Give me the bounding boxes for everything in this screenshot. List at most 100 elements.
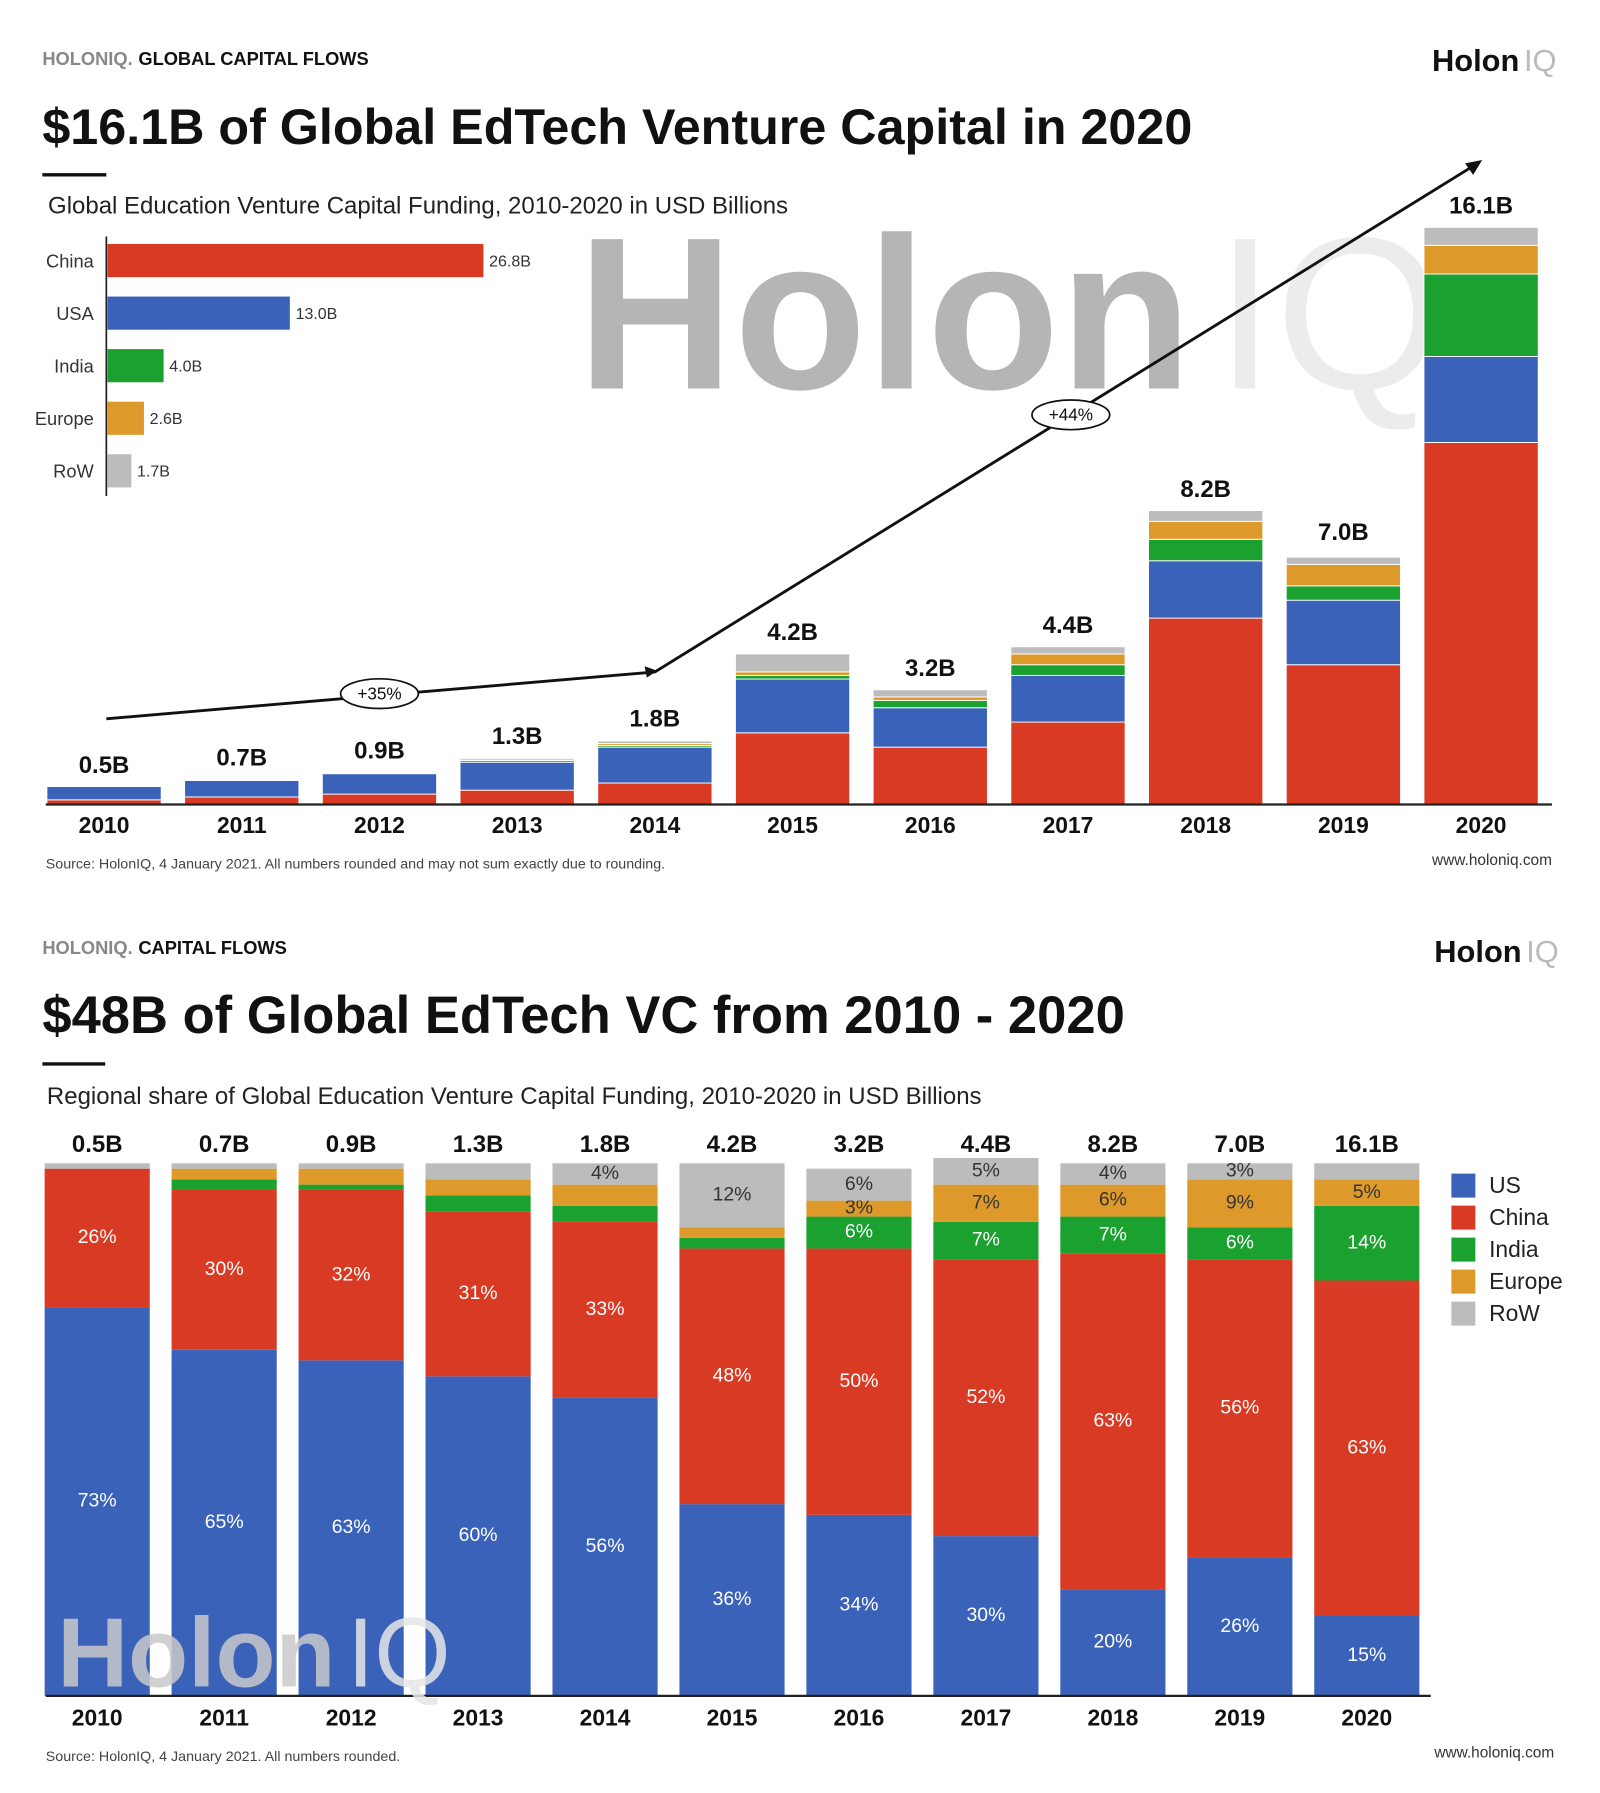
total-label: 7.0B [1215,1131,1266,1158]
bar-segment [872,700,988,709]
source: Source: HolonIQ, 4 January 2021. All num… [46,1749,400,1765]
bar-segment [1060,1184,1166,1217]
bar-segment [1187,1557,1293,1696]
bar-segment [171,1163,277,1169]
x-tick-label: 2020 [1341,1705,1392,1731]
total-label: 1.8B [630,705,681,732]
legend-swatch [1451,1173,1476,1198]
bar-segment [679,1227,785,1238]
value-label: 3% [845,1197,873,1219]
bar-segment [872,689,988,698]
watermark-a: Holon [57,1598,335,1708]
bar-segment [425,1211,531,1377]
bar-segment [1314,1205,1420,1281]
bar-segment [1010,675,1126,723]
arrow-head [1465,159,1483,175]
x-tick-label: 2014 [580,1705,631,1731]
bar-segment [1148,560,1264,619]
x-tick-label: 2017 [1043,812,1094,838]
bar-segment [1423,226,1539,246]
value-label: 65% [205,1511,244,1533]
brand-line: HOLONIQ. GLOBAL CAPITAL FLOWS [42,48,368,69]
value-label: 30% [967,1604,1006,1626]
value-label: 9% [1226,1191,1254,1213]
value-label: 1.7B [137,464,170,481]
value-label: 6% [845,1221,873,1243]
legend-swatch [1451,1237,1476,1262]
bar-segment [1314,1163,1420,1180]
bar-segment [425,1163,531,1180]
bar-segment [1314,1615,1420,1696]
legend-swatch [1451,1269,1476,1294]
section: CAPITAL FLOWS [138,937,286,958]
annotation: +44% [1049,405,1093,425]
website: www.holoniq.com [1433,1745,1554,1762]
value-label: 12% [713,1183,752,1205]
bar-segment [1148,520,1264,540]
value-label: 26.8B [489,253,531,270]
total-label: 1.3B [453,1131,504,1158]
value-label: 32% [332,1263,371,1285]
category-label: USA [56,303,94,324]
bar-segment [44,1163,150,1169]
category-label: India [54,356,94,377]
annotation: +35% [357,683,401,703]
value-label: 26% [1220,1615,1259,1637]
value-label: 5% [1353,1181,1381,1203]
value-label: 56% [586,1535,625,1557]
bar-segment [1285,599,1401,666]
bar [107,296,290,330]
bar-segment [679,1248,785,1505]
bar-segment [1423,355,1539,443]
bar [107,349,164,383]
value-label: 14% [1347,1231,1386,1253]
brand: HOLONIQ. [42,48,132,69]
value-label: 20% [1093,1631,1132,1653]
logo-b: IQ [1526,934,1559,969]
x-tick-label: 2012 [354,812,405,838]
category-label: RoW [53,461,94,482]
bar-segment [806,1216,912,1249]
category-label: Europe [35,408,94,429]
value-label: 63% [1347,1436,1386,1458]
bar-segment [1010,721,1126,805]
bar-segment [933,1221,1039,1260]
bar-segment [321,793,438,805]
value-label: 7% [1099,1223,1127,1245]
bar-segment [425,1179,531,1196]
value-label: 73% [78,1490,117,1512]
x-tick-label: 2018 [1087,1705,1138,1731]
source: Source: HolonIQ, 4 January 2021. All num… [46,857,665,873]
bar-segment [872,707,988,748]
x-tick-label: 2011 [199,1705,249,1731]
total-label: 8.2B [1180,476,1231,503]
website: www.holoniq.com [1431,852,1552,869]
bar [107,243,484,278]
bar [107,454,132,488]
total-label: 8.2B [1088,1131,1139,1158]
total-label: 4.2B [767,619,818,646]
bar-segment [1060,1589,1166,1696]
bar-segment [806,1514,912,1696]
value-label: 50% [840,1370,879,1392]
x-tick-label: 2010 [79,812,130,838]
total-label: 4.4B [1043,612,1094,639]
total-label: 0.5B [72,1131,123,1158]
bar-segment [597,740,713,745]
title: $48B of Global EdTech VC from 2010 - 202… [42,986,1124,1045]
value-label: 33% [586,1298,625,1320]
logo-b: IQ [1524,43,1557,78]
x-tick-label: 2017 [961,1705,1012,1731]
x-tick-label: 2018 [1180,812,1231,838]
bar-segment [1314,1179,1420,1206]
bar-segment [1187,1179,1293,1228]
value-label: 48% [713,1364,752,1386]
value-label: 4% [591,1162,619,1184]
value-label: 60% [459,1524,498,1546]
bar-segment [171,1179,277,1190]
bar-segment [1148,538,1264,562]
watermark: Holon IQ [57,1598,451,1708]
bar-segment [552,1397,658,1696]
value-label: 4% [1099,1162,1127,1184]
